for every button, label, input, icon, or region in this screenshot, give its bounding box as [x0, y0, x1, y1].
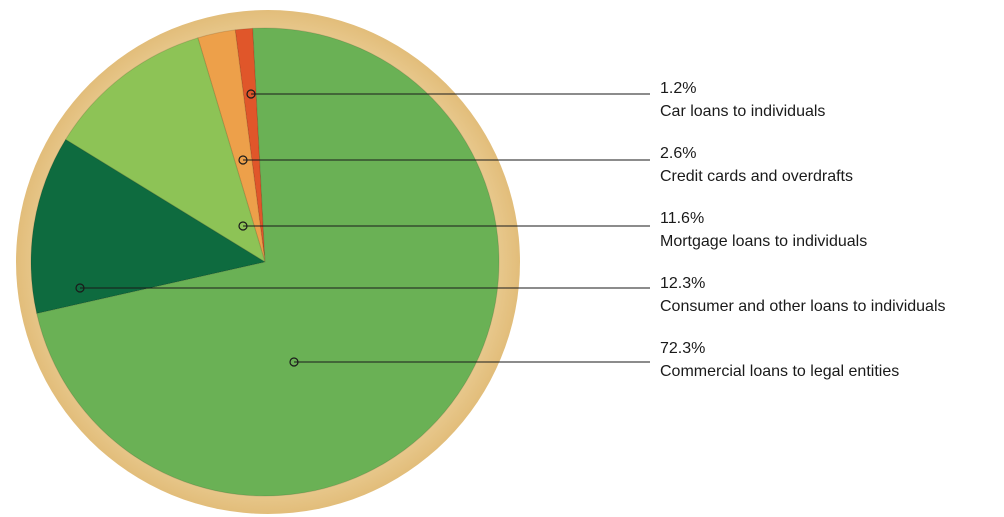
leader-dot	[75, 283, 85, 293]
leader-dot	[289, 357, 299, 367]
category-label: Credit cards and overdrafts	[660, 168, 853, 185]
category-label: Commercial loans to legal entities	[660, 363, 899, 380]
pie-slice	[64, 37, 266, 264]
category-label: Mortgage loans to individuals	[660, 233, 867, 250]
value-label: 1.2%	[660, 80, 696, 97]
labels: 1.2% Car loans to individuals 2.6% Credit c…	[75, 80, 946, 380]
category-label: Car loans to individuals	[660, 103, 825, 120]
leader-dot	[238, 221, 248, 231]
category-label: Consumer and other loans to individuals	[660, 298, 946, 315]
value-label: 11.6%	[660, 210, 704, 227]
leader-dot	[246, 89, 256, 99]
value-label: 72.3%	[660, 340, 705, 357]
value-label: 12.3%	[660, 275, 705, 292]
value-label: 2.6%	[660, 145, 696, 162]
pie-slice	[234, 27, 266, 263]
pie-slice	[36, 27, 500, 497]
leader-dot	[238, 155, 248, 165]
pie-slice	[30, 138, 267, 315]
pie	[30, 27, 500, 497]
pie-slice	[197, 29, 266, 263]
